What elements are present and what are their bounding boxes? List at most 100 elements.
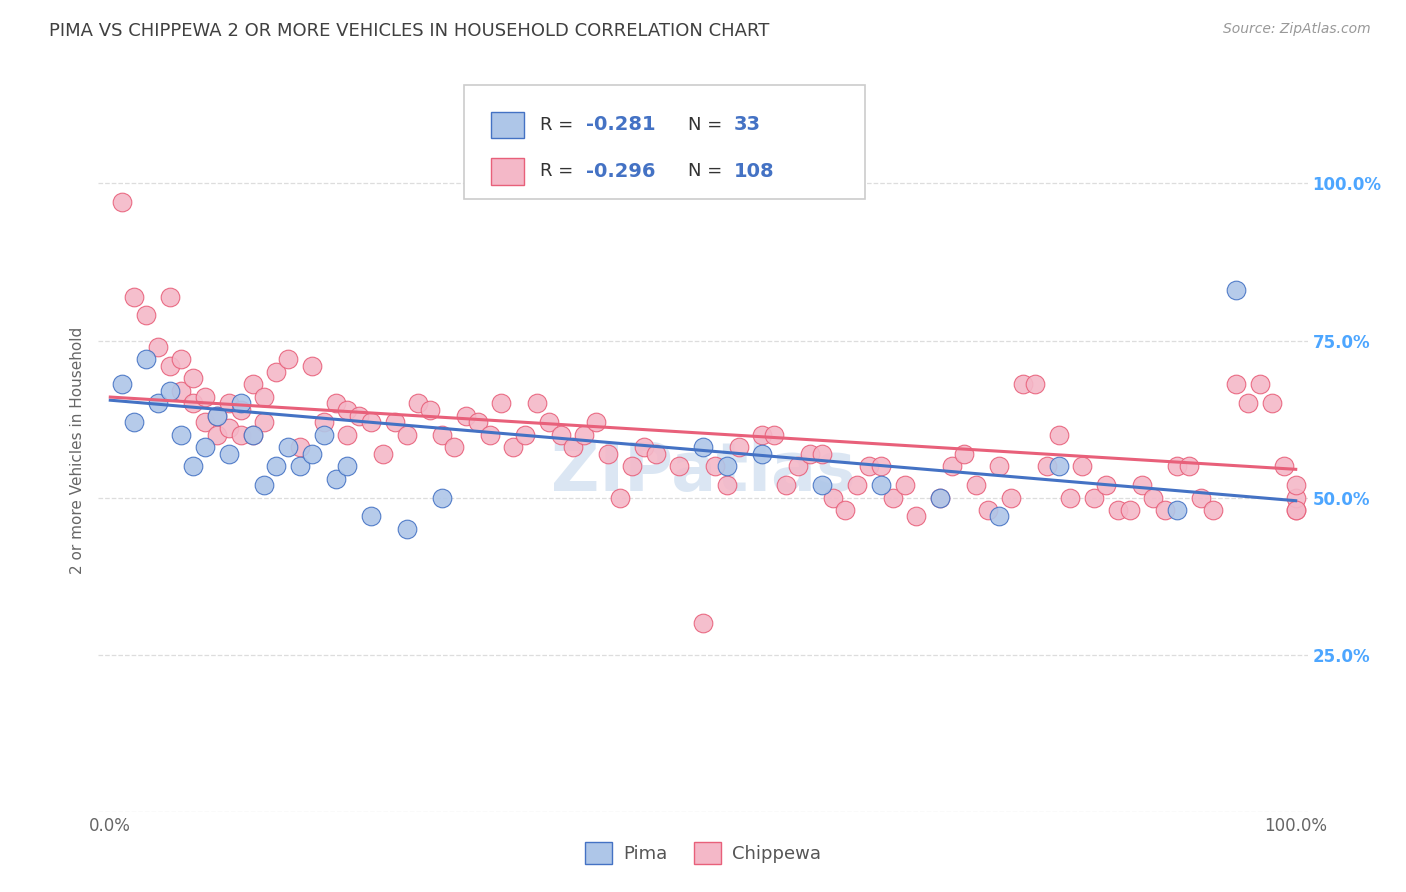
Point: [692, 616, 714, 631]
Legend: Pima, Chippewa: Pima, Chippewa: [578, 835, 828, 871]
Point: [288, 459, 311, 474]
Point: [1071, 459, 1094, 474]
Text: PIMA VS CHIPPEWA 2 OR MORE VEHICLES IN HOUSEHOLD CORRELATION CHART: PIMA VS CHIPPEWA 2 OR MORE VEHICLES IN H…: [49, 22, 769, 40]
Point: [288, 440, 311, 454]
Point: [229, 402, 252, 417]
Point: [360, 415, 382, 429]
Point: [834, 503, 856, 517]
Point: [620, 459, 643, 474]
Point: [1047, 459, 1070, 474]
Point: [432, 491, 454, 505]
Point: [1189, 491, 1212, 505]
Point: [1285, 478, 1308, 492]
Point: [1285, 491, 1308, 505]
Point: [371, 447, 394, 461]
Text: 33: 33: [734, 115, 761, 135]
Point: [419, 402, 441, 417]
Point: [395, 522, 418, 536]
Point: [1225, 283, 1247, 297]
Point: [408, 396, 430, 410]
Point: [1119, 503, 1142, 517]
Point: [515, 427, 537, 442]
Point: [253, 415, 276, 429]
Point: [1059, 491, 1081, 505]
Text: -0.281: -0.281: [586, 115, 657, 135]
Point: [264, 365, 287, 379]
Point: [181, 396, 204, 410]
Point: [1166, 503, 1188, 517]
Point: [810, 447, 832, 461]
Point: [242, 427, 264, 442]
Point: [122, 415, 145, 429]
Text: N =: N =: [688, 116, 727, 134]
Point: [1285, 503, 1308, 517]
Point: [561, 440, 583, 454]
Point: [347, 409, 370, 423]
Point: [325, 472, 347, 486]
Point: [609, 491, 631, 505]
Point: [893, 478, 915, 492]
Point: [454, 409, 477, 423]
Point: [786, 459, 808, 474]
Point: [395, 427, 418, 442]
Point: [692, 440, 714, 454]
Point: [1107, 503, 1129, 517]
Point: [988, 459, 1011, 474]
Point: [1000, 491, 1022, 505]
Point: [574, 427, 596, 442]
Point: [336, 459, 359, 474]
Point: [1261, 396, 1284, 410]
Point: [312, 427, 335, 442]
Text: -0.296: -0.296: [586, 161, 655, 181]
Point: [1024, 377, 1046, 392]
Point: [218, 447, 240, 461]
Point: [111, 195, 134, 210]
Point: [146, 340, 169, 354]
Point: [775, 478, 797, 492]
Point: [181, 371, 204, 385]
Text: R =: R =: [540, 162, 579, 180]
Point: [799, 447, 821, 461]
Point: [301, 447, 323, 461]
Point: [384, 415, 406, 429]
Point: [443, 440, 465, 454]
Text: Source: ZipAtlas.com: Source: ZipAtlas.com: [1223, 22, 1371, 37]
Point: [325, 396, 347, 410]
Point: [810, 478, 832, 492]
Point: [751, 427, 773, 442]
Point: [336, 402, 359, 417]
Point: [135, 352, 157, 367]
Point: [1225, 377, 1247, 392]
Point: [727, 440, 749, 454]
Point: [550, 427, 572, 442]
Point: [1202, 503, 1225, 517]
Point: [869, 459, 891, 474]
Point: [312, 415, 335, 429]
Text: ZIPatlas: ZIPatlas: [551, 439, 855, 505]
Point: [585, 415, 607, 429]
Point: [941, 459, 963, 474]
Point: [253, 478, 276, 492]
Point: [1036, 459, 1059, 474]
Point: [277, 440, 299, 454]
Point: [229, 396, 252, 410]
Point: [1047, 427, 1070, 442]
Point: [229, 427, 252, 442]
Point: [668, 459, 690, 474]
Text: N =: N =: [688, 162, 727, 180]
Point: [965, 478, 987, 492]
Y-axis label: 2 or more Vehicles in Household: 2 or more Vehicles in Household: [70, 326, 86, 574]
Point: [763, 427, 786, 442]
Point: [751, 447, 773, 461]
Point: [869, 478, 891, 492]
Point: [253, 390, 276, 404]
Point: [159, 359, 181, 373]
Point: [467, 415, 489, 429]
Point: [929, 491, 952, 505]
Text: 108: 108: [734, 161, 775, 181]
Point: [952, 447, 974, 461]
Point: [976, 503, 998, 517]
Point: [135, 309, 157, 323]
Point: [170, 352, 193, 367]
Text: R =: R =: [540, 116, 579, 134]
